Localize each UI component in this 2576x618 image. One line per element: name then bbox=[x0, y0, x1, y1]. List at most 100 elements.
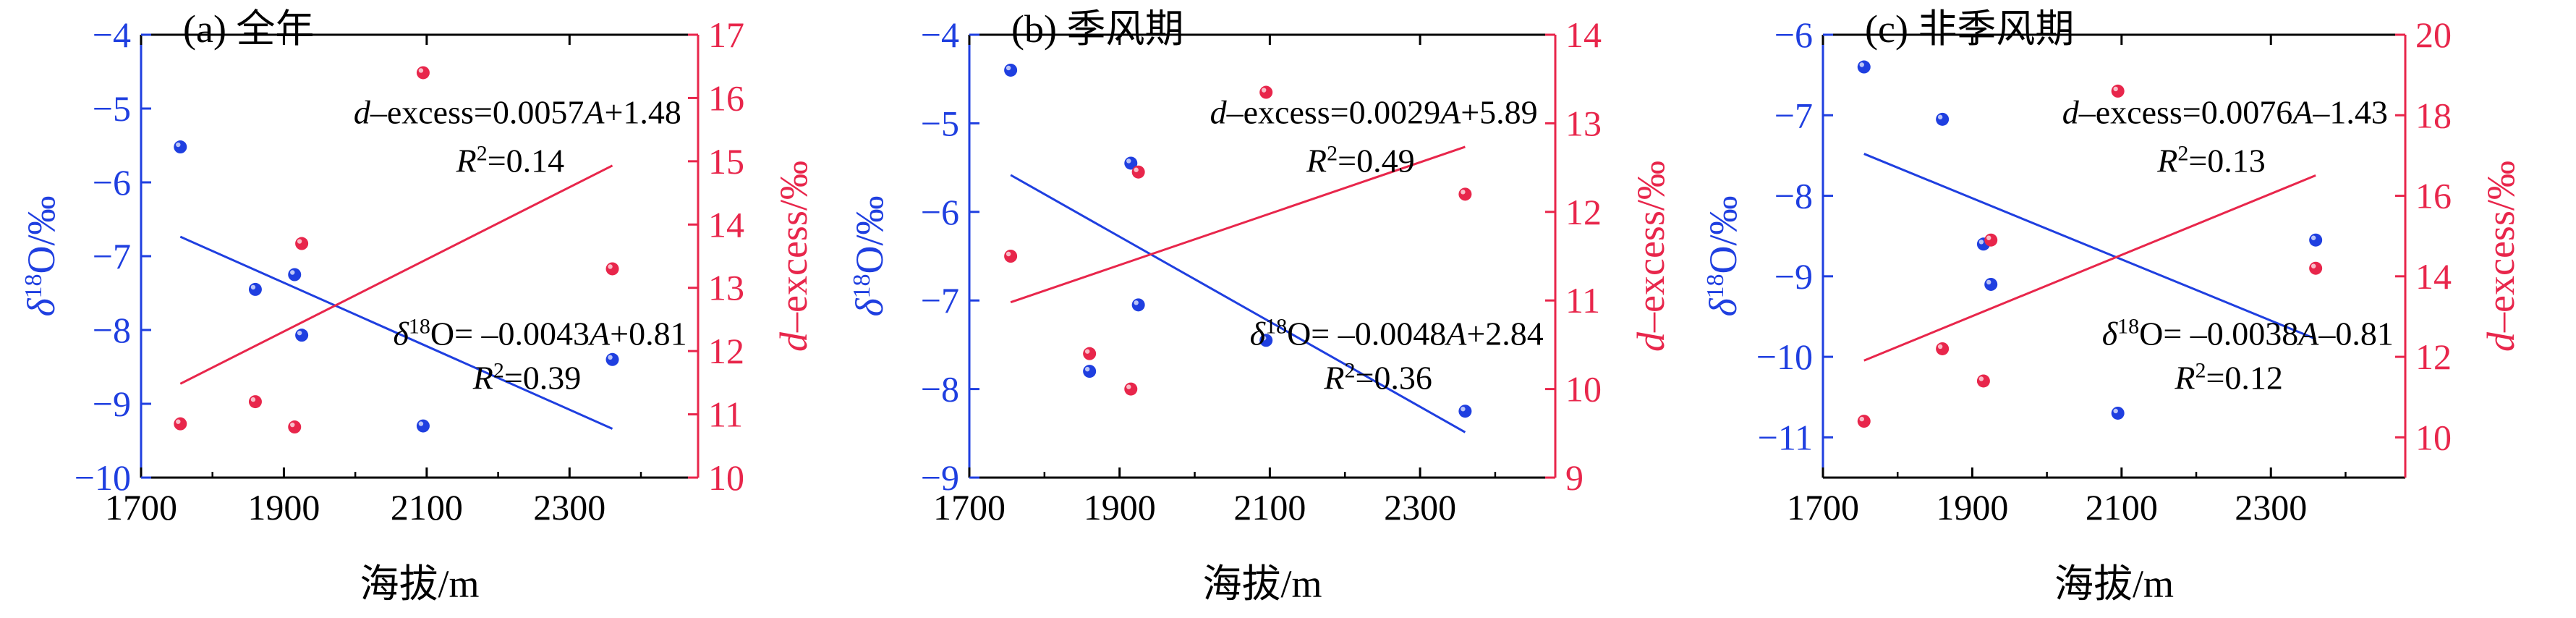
panel-a-y-right-tick-label: 11 bbox=[708, 394, 743, 435]
panel-c-y-right-tick-label: 14 bbox=[2415, 256, 2452, 297]
panel-b-y-right-tick-label: 9 bbox=[1565, 457, 1584, 498]
panel-b-right-point bbox=[1083, 347, 1097, 360]
panel-a-left-point bbox=[295, 329, 309, 342]
panel-b-y-right-tick-label: 14 bbox=[1565, 14, 1602, 55]
panel-c-y-left-tick-label: −6 bbox=[1774, 14, 1813, 55]
panel-a-right-point-highlight bbox=[608, 264, 613, 269]
panel-a-left-point bbox=[174, 140, 187, 154]
panel-a-y-right-tick-label: 12 bbox=[708, 331, 744, 371]
panel-a-right-point bbox=[174, 417, 187, 431]
panel-c-right-fit-line bbox=[1863, 174, 2316, 362]
panel-c-y-right-tick-label: 12 bbox=[2415, 336, 2452, 377]
panel-c-right-point-highlight bbox=[1978, 376, 1984, 381]
panel-c-x-tick-label: 2100 bbox=[2086, 487, 2158, 528]
panel-b-left-point-highlight bbox=[1134, 300, 1139, 305]
panel-a-right-point bbox=[605, 262, 619, 276]
panel-b-right-point-highlight bbox=[1126, 384, 1131, 389]
panel-c-left-point bbox=[2309, 233, 2323, 247]
panel-c-y-right-tick-label: 18 bbox=[2415, 95, 2452, 135]
panel-a-left-point-highlight bbox=[608, 355, 613, 360]
panel-b-annotation-o-r2: R2=0.36 bbox=[1323, 358, 1432, 397]
panel-a-y-left-tick-label: −7 bbox=[93, 236, 131, 276]
panel-a-x-tick-label: 2300 bbox=[533, 487, 605, 528]
panel-b-x-title: 海拔/m bbox=[1202, 562, 1322, 606]
panel-a-right-point-highlight bbox=[297, 239, 302, 244]
panel-a-right-point-highlight bbox=[176, 419, 181, 424]
panel-c-left-point bbox=[2111, 406, 2125, 420]
panel-b-y-left-title: δ18O/‰ bbox=[848, 195, 891, 316]
panel-a-y-left-tick-label: −4 bbox=[93, 14, 131, 55]
panel-a-left-point-highlight bbox=[290, 270, 295, 275]
panel-a-y-left-tick-label: −6 bbox=[93, 162, 131, 203]
panel-b-x-tick-label: 2300 bbox=[1384, 487, 1456, 528]
panel-a-right-point-highlight bbox=[250, 397, 256, 402]
panel-a-label: (a) 全年 bbox=[183, 7, 314, 51]
panel-a-left-point bbox=[605, 352, 619, 366]
panel-c-annotation-o-eq: δ18O= –0.0038A–0.81 bbox=[2102, 314, 2394, 352]
panel-a-annotation-d-eq: d–excess=0.0057A+1.48 bbox=[354, 93, 681, 130]
panel-b-left-point-highlight bbox=[1084, 366, 1090, 372]
panel-b-right-point-highlight bbox=[1461, 190, 1466, 195]
panel-b-left-point bbox=[1004, 63, 1018, 77]
panel-b-right-point-highlight bbox=[1134, 167, 1139, 172]
panel-c-y-left-tick-label: −9 bbox=[1774, 256, 1813, 297]
panel-c-left-point bbox=[1936, 112, 1950, 126]
panel-a-left-point bbox=[288, 268, 302, 282]
panel-b-x-tick-label: 2100 bbox=[1233, 487, 1306, 528]
panel-a-y-right-tick-label: 16 bbox=[708, 77, 744, 118]
panel-c-annotation-d-eq: d–excess=0.0076A–1.43 bbox=[2062, 93, 2388, 130]
panel-a-left-point bbox=[248, 282, 262, 296]
panel-b-right-point-highlight bbox=[1084, 349, 1090, 354]
panel-c-x-title: 海拔/m bbox=[2054, 562, 2174, 606]
panel-c-y-right-tick-label: 20 bbox=[2415, 14, 2452, 55]
panel-b-y-left-tick-label: −5 bbox=[921, 103, 959, 143]
panel-b-left-point bbox=[1458, 405, 1472, 418]
panel-c-y-right-title: d–excess/‰ bbox=[2479, 161, 2522, 352]
panel-c-right-point-highlight bbox=[2113, 86, 2118, 92]
panel-c-annotation-d-r2: R2=0.13 bbox=[2156, 141, 2266, 179]
panel-a-y-right-tick-label: 15 bbox=[708, 141, 744, 182]
panel-a-right-point bbox=[288, 420, 302, 434]
panel-a-y-right-tick-label: 14 bbox=[708, 204, 744, 245]
panel-c-right-point-highlight bbox=[1859, 416, 1864, 422]
panel-a-x-tick-label: 1700 bbox=[105, 487, 177, 528]
panel-b-label: (b) 季风期 bbox=[1011, 7, 1183, 51]
panel-c-left-point-highlight bbox=[1859, 62, 1864, 67]
panel-c-right-point bbox=[2309, 261, 2323, 275]
panel-c-left-fit-line bbox=[1863, 153, 2316, 340]
panel-a-left-point-highlight bbox=[250, 284, 256, 290]
panel-a-annotation-d-r2: R2=0.14 bbox=[456, 141, 565, 179]
panel-b-y-left-tick-label: −4 bbox=[921, 14, 959, 55]
panel-b-right-point bbox=[1004, 250, 1018, 263]
panel-b-right-point bbox=[1458, 187, 1472, 201]
panel-c-right-point bbox=[1857, 415, 1871, 428]
panel-a-left-point-highlight bbox=[297, 330, 302, 336]
panel-c-left-point bbox=[1984, 277, 1998, 291]
panel-b-y-right-tick-label: 13 bbox=[1565, 103, 1602, 143]
panel-a-x-tick-label: 2100 bbox=[391, 487, 463, 528]
panel-b-left-point-highlight bbox=[1461, 407, 1466, 412]
panel-c-y-left-tick-label: −11 bbox=[1758, 417, 1813, 457]
panel-a-right-point-highlight bbox=[418, 68, 424, 73]
panel-c-x-tick-label: 2300 bbox=[2235, 487, 2307, 528]
panel-c-y-right-tick-label: 16 bbox=[2415, 176, 2452, 216]
panel-a-right-point bbox=[416, 66, 430, 80]
panel-c-y-left-tick-label: −7 bbox=[1774, 95, 1813, 135]
panel-a-left-point-highlight bbox=[176, 142, 181, 148]
panel-b-left-point bbox=[1083, 365, 1097, 378]
panel-c-left-point-highlight bbox=[1937, 114, 1943, 120]
panel-c-right-point bbox=[1976, 374, 1990, 388]
panel-b-left-point-highlight bbox=[1261, 336, 1267, 341]
panel-b-left-point-highlight bbox=[1006, 65, 1011, 71]
panel-b-annotation-d-r2: R2=0.49 bbox=[1306, 141, 1415, 179]
panel-c-right-point bbox=[1936, 342, 1950, 355]
panel-a-x-title: 海拔/m bbox=[360, 562, 479, 606]
panel-c-left-point-highlight bbox=[2311, 235, 2316, 240]
panel-c-left-point bbox=[1857, 60, 1871, 74]
panel-c-right-point bbox=[1984, 233, 1998, 247]
panel-a-annotation-o-eq: δ18O= –0.0043A+0.81 bbox=[393, 314, 686, 352]
panel-c-annotation-o-r2: R2=0.12 bbox=[2174, 358, 2283, 397]
panel-a-annotation-o-r2: R2=0.39 bbox=[472, 358, 582, 397]
panel-a-right-fit-line bbox=[179, 164, 613, 385]
